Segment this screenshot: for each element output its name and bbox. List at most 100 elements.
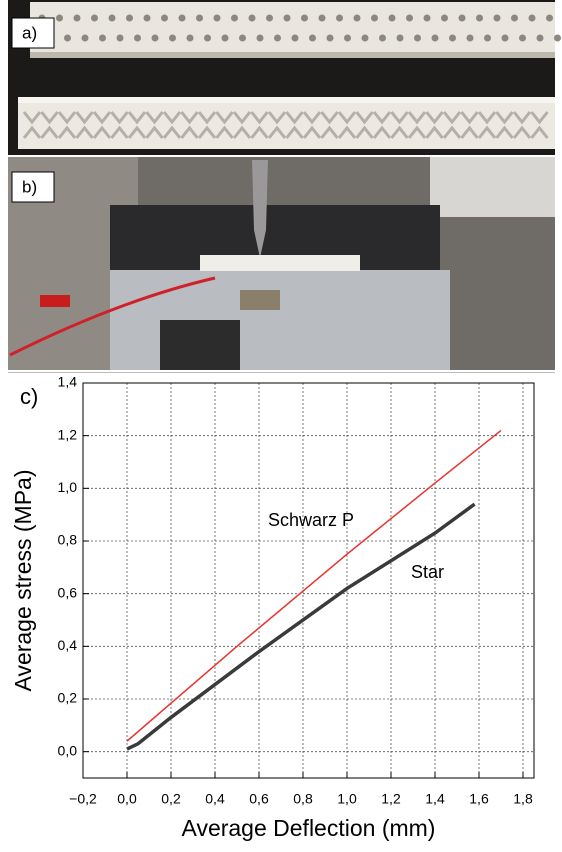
hole bbox=[116, 34, 124, 42]
y-tick-label: 1,0 bbox=[58, 479, 78, 495]
panel-label: b) bbox=[22, 177, 37, 196]
y-tick-label: 0,0 bbox=[58, 742, 78, 758]
star-cell bbox=[285, 111, 304, 139]
x-tick-label: 0,0 bbox=[117, 791, 137, 807]
star-cell bbox=[22, 111, 42, 139]
y-tick-label: 0,8 bbox=[58, 532, 78, 548]
hole bbox=[231, 14, 238, 22]
star-cell bbox=[75, 111, 94, 139]
hole bbox=[256, 34, 264, 42]
star-cell bbox=[232, 111, 252, 139]
star-cell bbox=[407, 111, 427, 139]
hole bbox=[528, 14, 536, 22]
hole bbox=[126, 14, 133, 22]
y-tick-label: 0,4 bbox=[58, 637, 78, 653]
y-axis-label: Average stress (MPa) bbox=[10, 470, 36, 692]
hole bbox=[178, 14, 186, 22]
hole bbox=[291, 34, 299, 42]
data-line bbox=[126, 429, 502, 742]
hole bbox=[336, 14, 343, 22]
hole bbox=[239, 34, 246, 42]
x-tick-label: 0,2 bbox=[161, 791, 181, 807]
series-annotation: Schwarz P bbox=[268, 510, 354, 530]
data-line bbox=[126, 502, 476, 751]
hole bbox=[379, 34, 386, 42]
hole bbox=[204, 34, 211, 42]
hole bbox=[64, 34, 71, 42]
hole bbox=[161, 14, 168, 22]
hole bbox=[484, 34, 491, 42]
hole bbox=[196, 14, 203, 22]
x-tick-label: 1,2 bbox=[381, 791, 401, 807]
x-tick-label: −0,2 bbox=[69, 791, 97, 807]
hole bbox=[546, 14, 553, 22]
hole bbox=[143, 14, 151, 22]
star-cell bbox=[302, 111, 322, 139]
star-cell bbox=[40, 111, 59, 139]
star-cell bbox=[145, 111, 164, 139]
star-cell bbox=[460, 111, 479, 139]
hole bbox=[56, 14, 63, 22]
hole bbox=[186, 34, 194, 42]
hole bbox=[318, 14, 326, 22]
hole bbox=[449, 34, 456, 42]
hole bbox=[554, 34, 561, 42]
hole bbox=[431, 34, 439, 42]
x-tick-label: 0,8 bbox=[293, 791, 313, 807]
plot-frame bbox=[82, 382, 535, 779]
hole bbox=[511, 14, 518, 22]
star-cell bbox=[337, 111, 357, 139]
star-cell bbox=[530, 111, 549, 139]
panel-label: c) bbox=[20, 384, 38, 409]
hole bbox=[73, 14, 81, 22]
chart: 0,0 0,2 0,4 0,6 0,8 1,0 1,2 1,4 −0,2 0,0 0,2 0,4 0,6… bbox=[10, 374, 535, 841]
star-cell bbox=[162, 111, 182, 139]
hole bbox=[493, 14, 501, 22]
hole bbox=[213, 14, 221, 22]
x-tick-label: 0,4 bbox=[205, 791, 225, 807]
star-cell bbox=[390, 111, 409, 139]
hole bbox=[388, 14, 396, 22]
hole bbox=[536, 34, 544, 42]
hole bbox=[466, 34, 474, 42]
panel-label: a) bbox=[22, 23, 37, 42]
star-cell bbox=[127, 111, 147, 139]
star-cell bbox=[110, 111, 129, 139]
hole bbox=[519, 34, 526, 42]
hole bbox=[221, 34, 229, 42]
hole bbox=[406, 14, 413, 22]
hole bbox=[108, 14, 116, 22]
hole bbox=[344, 34, 351, 42]
hole bbox=[501, 34, 509, 42]
hole bbox=[371, 14, 378, 22]
star-cell bbox=[355, 111, 374, 139]
y-tick-label: 1,4 bbox=[58, 374, 78, 390]
hole bbox=[81, 34, 89, 42]
star-cell bbox=[180, 111, 199, 139]
hole bbox=[361, 34, 369, 42]
hole bbox=[274, 34, 281, 42]
label-box bbox=[11, 17, 55, 49]
hole bbox=[326, 34, 334, 42]
hole bbox=[414, 34, 421, 42]
star-cell bbox=[197, 111, 217, 139]
star-cell bbox=[512, 111, 532, 139]
x-tick-label: 1,0 bbox=[337, 791, 357, 807]
x-tick-label: 1,4 bbox=[425, 791, 445, 807]
hole bbox=[476, 14, 483, 22]
hole bbox=[134, 34, 141, 42]
hole bbox=[309, 34, 316, 42]
star-cell bbox=[267, 111, 287, 139]
hole bbox=[283, 14, 291, 22]
star-cell bbox=[92, 111, 112, 139]
x-tick-label: 0,6 bbox=[249, 791, 269, 807]
star-cell bbox=[495, 111, 514, 139]
hole bbox=[353, 14, 361, 22]
hole bbox=[91, 14, 98, 22]
label-box bbox=[11, 171, 55, 203]
x-axis-label: Average Deflection (mm) bbox=[182, 815, 436, 841]
star-cell bbox=[320, 111, 339, 139]
hole bbox=[151, 34, 159, 42]
star-cell bbox=[215, 111, 234, 139]
